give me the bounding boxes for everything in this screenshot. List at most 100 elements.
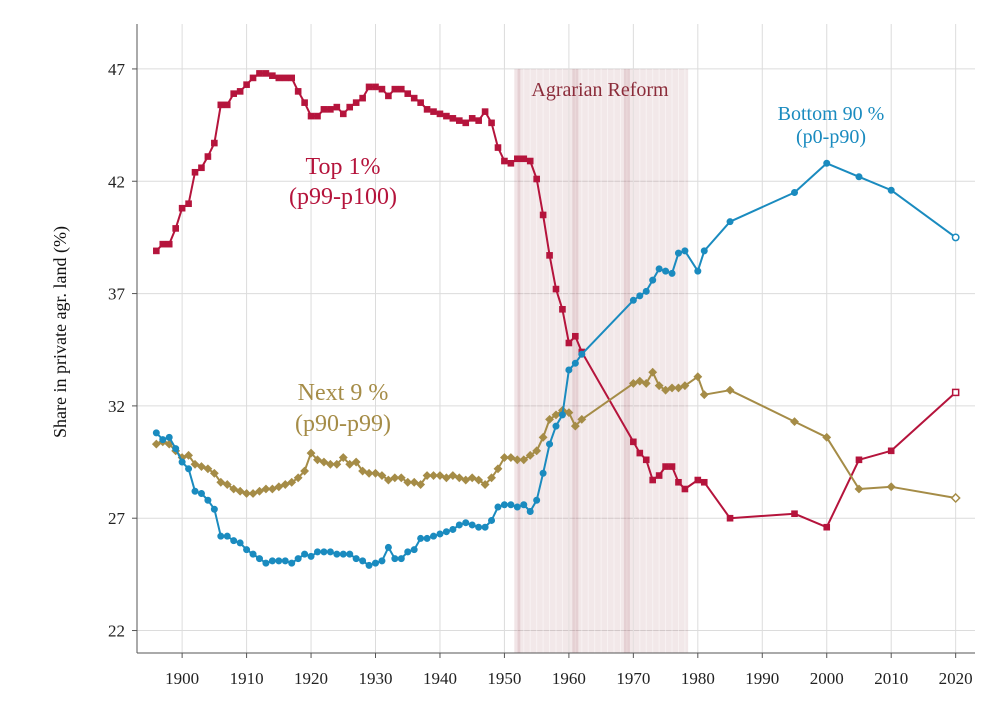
x-tick-label: 1980	[681, 669, 715, 688]
data-point	[628, 379, 638, 388]
data-point	[372, 83, 379, 91]
data-point	[649, 276, 657, 284]
bottom90-series-range-label: (p0-p90)	[796, 126, 866, 148]
data-point	[700, 478, 708, 486]
data-point	[694, 267, 702, 275]
data-point	[423, 106, 431, 113]
data-point	[268, 557, 276, 565]
data-point	[184, 450, 193, 460]
data-point	[855, 456, 863, 464]
data-point	[558, 411, 566, 419]
data-point	[371, 468, 380, 478]
data-point	[512, 455, 522, 465]
data-point	[539, 469, 547, 477]
data-point	[578, 350, 586, 358]
data-point	[487, 473, 496, 483]
next9-series-range-label: (p90-p99)	[295, 411, 391, 437]
data-point	[159, 436, 167, 444]
data-point	[654, 381, 664, 391]
data-point	[352, 555, 360, 563]
data-point	[178, 458, 186, 466]
y-tick-label: 37	[108, 285, 126, 304]
data-point	[468, 115, 476, 122]
data-point	[384, 543, 392, 551]
data-point	[209, 468, 219, 478]
data-point	[449, 115, 457, 122]
data-point	[423, 534, 431, 542]
data-point	[216, 477, 226, 487]
data-point	[197, 490, 205, 498]
bottom90-series-label: Bottom 90 %	[778, 103, 885, 125]
data-point	[449, 525, 457, 533]
data-point	[378, 557, 386, 565]
data-point	[172, 445, 180, 453]
data-point	[222, 480, 232, 489]
data-point	[662, 463, 669, 470]
agrarian-reform-shaded-region	[514, 68, 689, 653]
data-point	[255, 555, 263, 563]
data-point	[410, 546, 418, 554]
y-tick-label: 22	[108, 622, 125, 641]
data-point	[546, 252, 553, 259]
data-point	[636, 292, 644, 300]
data-point	[854, 484, 864, 494]
data-point	[429, 471, 438, 480]
data-point	[525, 450, 535, 460]
data-point	[493, 464, 503, 474]
data-point	[326, 548, 334, 556]
data-point	[507, 501, 515, 509]
data-point	[410, 94, 418, 102]
data-point	[668, 463, 676, 470]
data-point	[319, 457, 329, 467]
shaded-period-marker	[514, 68, 521, 653]
data-point	[320, 106, 328, 113]
data-point	[443, 112, 450, 120]
data-point	[243, 81, 250, 88]
data-point	[436, 110, 444, 118]
data-point	[255, 486, 264, 496]
data-point	[726, 218, 734, 226]
x-tick-label: 2020	[939, 669, 973, 688]
data-point	[261, 484, 271, 494]
data-point	[249, 74, 257, 82]
data-point	[791, 188, 799, 196]
data-point	[211, 139, 218, 147]
data-point	[275, 74, 283, 82]
data-point	[223, 101, 231, 109]
data-point	[494, 503, 502, 511]
data-point	[267, 484, 277, 494]
data-point	[422, 471, 432, 480]
data-point	[256, 70, 263, 77]
data-point	[269, 72, 276, 79]
data-point	[500, 501, 508, 509]
data-point	[339, 110, 347, 118]
data-point	[655, 265, 663, 273]
data-point	[307, 112, 315, 120]
data-point	[275, 557, 283, 565]
data-point	[396, 473, 406, 483]
data-point	[886, 482, 896, 492]
data-point	[467, 473, 477, 483]
data-point	[552, 285, 560, 293]
data-point	[288, 559, 296, 567]
data-point	[351, 457, 361, 467]
x-tick-label: 1970	[616, 669, 650, 688]
data-point	[165, 433, 173, 441]
data-point	[791, 510, 798, 518]
data-point	[397, 85, 405, 93]
data-point	[417, 534, 425, 542]
data-point	[152, 429, 160, 437]
x-tick-label: 2010	[874, 669, 908, 688]
data-point	[403, 477, 413, 487]
data-point	[475, 523, 483, 531]
data-point	[151, 439, 161, 449]
data-point	[462, 119, 470, 127]
series-2	[152, 159, 960, 569]
data-point	[190, 459, 200, 469]
data-point	[236, 88, 244, 95]
data-point	[327, 106, 334, 113]
data-point	[313, 548, 321, 556]
next9-series-label: Next 9 %	[298, 380, 389, 406]
data-point	[365, 561, 373, 569]
